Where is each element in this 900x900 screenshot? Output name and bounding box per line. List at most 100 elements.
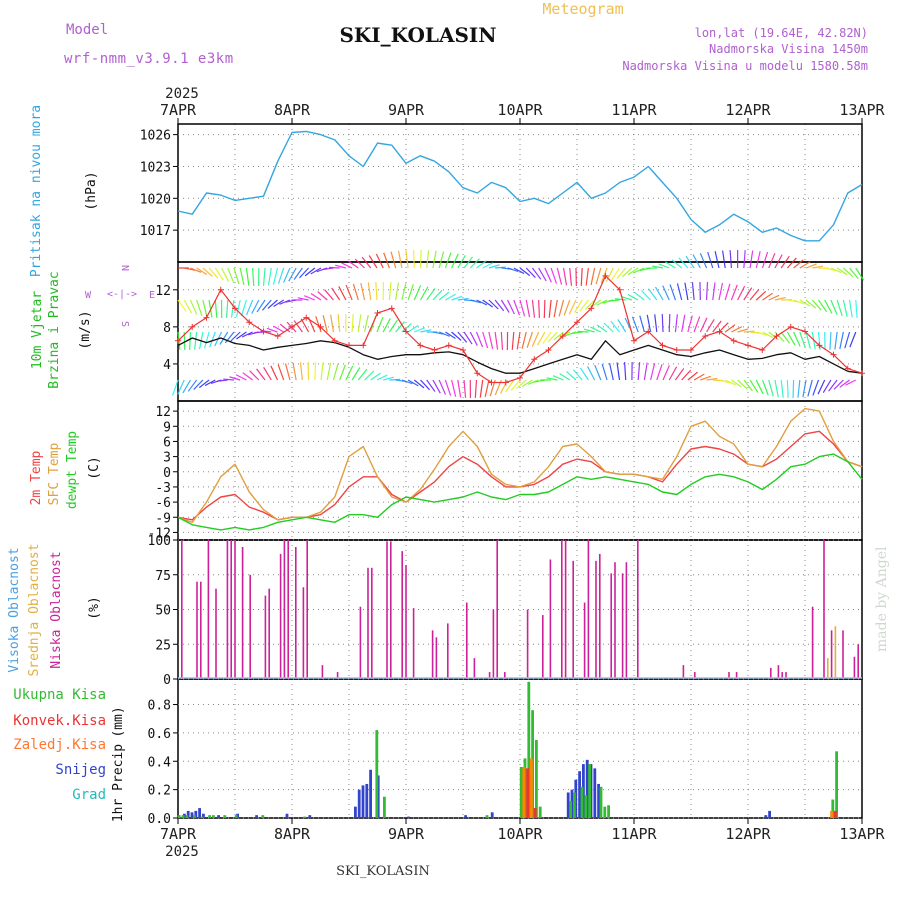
wind-barb: [824, 267, 836, 272]
precip-bar-total: [580, 786, 584, 818]
wind-barb: [521, 331, 527, 349]
dir-w: W: [85, 290, 92, 301]
wind-barb: [633, 267, 645, 274]
pressure-unit: (hPa): [84, 171, 99, 210]
wind-barb: [351, 314, 354, 333]
wind-barb: [608, 362, 614, 381]
wind-barb: [559, 373, 571, 381]
wind-barb: [314, 362, 317, 381]
wind-barb: [684, 282, 689, 301]
wind-barb: [229, 376, 241, 381]
wind-barb: [616, 267, 627, 279]
cloud-mid-ylabel: Srednja Oblacnost: [27, 543, 42, 676]
wind-barb: [611, 267, 620, 281]
year-bottom: 2025: [165, 844, 199, 860]
wind-barb: [488, 299, 499, 310]
wind-barb: [511, 331, 515, 350]
temp-line-dewpoint: [177, 453, 863, 531]
wind-barb: [293, 320, 303, 333]
wind-barb: [297, 297, 309, 301]
wind-barb: [335, 264, 347, 269]
wind-barb: [432, 331, 444, 335]
wind-barb: [239, 267, 245, 286]
wind-barb: [805, 331, 811, 349]
wind-gust-marker: [317, 323, 324, 330]
wind-barb: [833, 379, 844, 390]
wind-barb: [585, 267, 589, 286]
wind-gust-marker: [545, 347, 552, 354]
wind-barb: [469, 258, 480, 269]
dir-e: E: [149, 290, 155, 301]
wind-barb: [676, 283, 683, 301]
wind-barb: [432, 379, 441, 394]
wind-barb: [799, 299, 811, 307]
wind-barb: [376, 316, 384, 333]
dir-s: S: [119, 321, 130, 327]
wind-barb: [426, 379, 436, 392]
wind-barb: [432, 250, 437, 269]
wind-barb: [616, 362, 621, 381]
wind-barb: [337, 314, 341, 333]
precip-unit: (mm): [111, 706, 126, 737]
wind-barb: [546, 377, 558, 381]
wind-barb: [220, 267, 230, 282]
wind-barb: [668, 314, 671, 333]
wind-barb: [569, 267, 573, 286]
wind-barb: [786, 257, 797, 269]
precip-bar-total: [519, 766, 523, 818]
wind-barb: [550, 267, 558, 284]
wind-barb: [693, 373, 705, 381]
credit-text: made by Angel: [874, 546, 890, 652]
ytick-label: 0.8: [148, 699, 171, 714]
wind-barb: [405, 250, 409, 269]
wind-barb: [749, 289, 760, 301]
xlabel-top: 12APR: [725, 101, 771, 119]
wind-barb: [322, 315, 328, 333]
wind-barb: [631, 316, 639, 333]
wind-gust-marker: [517, 374, 523, 381]
wind-barb: [553, 299, 558, 318]
wind-barb: [204, 379, 216, 387]
wind-barb: [687, 371, 698, 381]
wind-barb: [531, 331, 540, 347]
precip-bar-conv: [526, 768, 529, 818]
wind-barb: [413, 379, 425, 389]
wind-barb: [202, 267, 213, 277]
yaxis-panel-3: 0 25 50 75 100: [148, 534, 862, 688]
wind-barb: [836, 299, 843, 317]
wind-barb: [836, 267, 848, 276]
wind-ylabel-1: 10m Vjetar: [30, 291, 45, 369]
wind-barb: [793, 331, 801, 347]
wind-barb: [572, 369, 583, 381]
xlabel-top: 9APR: [388, 101, 425, 119]
wind-barb: [256, 368, 266, 381]
wind-barb: [352, 283, 359, 301]
wind-barb: [617, 319, 627, 333]
precip-bar-snow: [190, 812, 194, 818]
wind-barb: [413, 285, 422, 301]
precip-bar-total: [599, 786, 603, 818]
wind-barb: [363, 314, 369, 333]
wind-barb: [182, 379, 191, 394]
wind-barb: [463, 379, 467, 398]
year-top: 2025: [165, 86, 199, 102]
wind-barb: [451, 331, 462, 341]
wind-barb: [494, 331, 499, 350]
wind-barb: [375, 253, 384, 269]
wind-barb: [590, 267, 596, 286]
wind-barb: [654, 314, 658, 333]
wind-barb: [519, 267, 531, 277]
ytick-label: 0.6: [148, 727, 171, 742]
wind-barb: [488, 264, 500, 269]
precip-bar-total: [383, 796, 386, 818]
wind-barb: [304, 267, 316, 277]
wind-barb: [531, 267, 542, 280]
wind-barb: [390, 251, 397, 269]
wind-barb: [737, 379, 748, 390]
wind-gust-marker: [203, 314, 210, 321]
wind-barb: [495, 266, 506, 269]
wind-barb: [756, 331, 768, 337]
wind-barb: [812, 379, 820, 396]
wind-barb: [256, 299, 266, 313]
wind-barb: [656, 364, 663, 381]
